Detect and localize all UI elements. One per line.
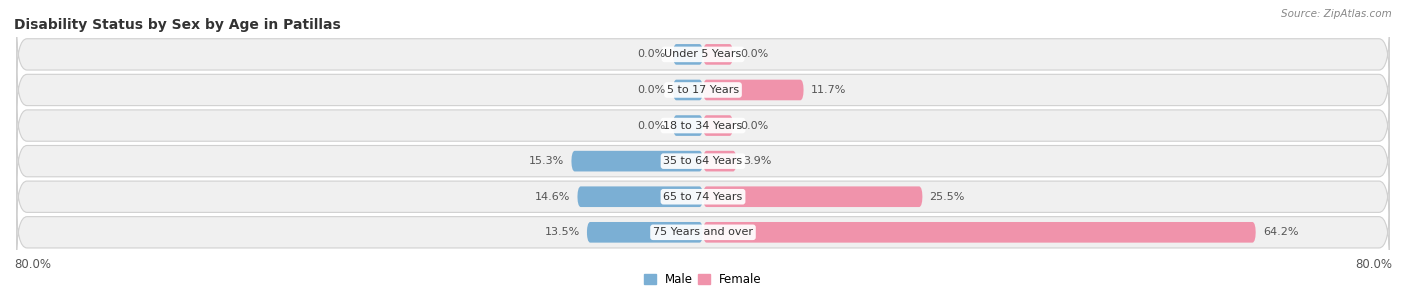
Text: 35 to 64 Years: 35 to 64 Years [664,156,742,166]
FancyBboxPatch shape [17,99,1389,152]
FancyBboxPatch shape [17,27,1389,81]
FancyBboxPatch shape [703,151,737,171]
FancyBboxPatch shape [17,134,1389,188]
Text: 11.7%: 11.7% [811,85,846,95]
Text: 3.9%: 3.9% [744,156,772,166]
FancyBboxPatch shape [17,63,1389,117]
Text: 80.0%: 80.0% [14,258,51,271]
Text: 75 Years and over: 75 Years and over [652,227,754,237]
Text: Disability Status by Sex by Age in Patillas: Disability Status by Sex by Age in Patil… [14,18,340,32]
FancyBboxPatch shape [578,186,703,207]
Text: 25.5%: 25.5% [929,192,965,202]
Text: 0.0%: 0.0% [740,120,768,131]
FancyBboxPatch shape [703,186,922,207]
Text: 14.6%: 14.6% [536,192,571,202]
Text: 0.0%: 0.0% [638,120,666,131]
Text: Source: ZipAtlas.com: Source: ZipAtlas.com [1281,9,1392,19]
FancyBboxPatch shape [703,44,733,65]
Text: Under 5 Years: Under 5 Years [665,49,741,59]
FancyBboxPatch shape [673,44,703,65]
FancyBboxPatch shape [673,115,703,136]
FancyBboxPatch shape [586,222,703,243]
Text: 15.3%: 15.3% [529,156,564,166]
Text: 64.2%: 64.2% [1263,227,1298,237]
Text: 18 to 34 Years: 18 to 34 Years [664,120,742,131]
Text: 0.0%: 0.0% [740,49,768,59]
Text: 13.5%: 13.5% [544,227,579,237]
Text: 0.0%: 0.0% [638,49,666,59]
FancyBboxPatch shape [571,151,703,171]
FancyBboxPatch shape [673,80,703,100]
Text: 65 to 74 Years: 65 to 74 Years [664,192,742,202]
FancyBboxPatch shape [17,205,1389,259]
FancyBboxPatch shape [703,222,1256,243]
Text: 5 to 17 Years: 5 to 17 Years [666,85,740,95]
FancyBboxPatch shape [703,80,804,100]
FancyBboxPatch shape [703,115,733,136]
FancyBboxPatch shape [17,170,1389,224]
Legend: Male, Female: Male, Female [640,269,766,291]
Text: 80.0%: 80.0% [1355,258,1392,271]
Text: 0.0%: 0.0% [638,85,666,95]
